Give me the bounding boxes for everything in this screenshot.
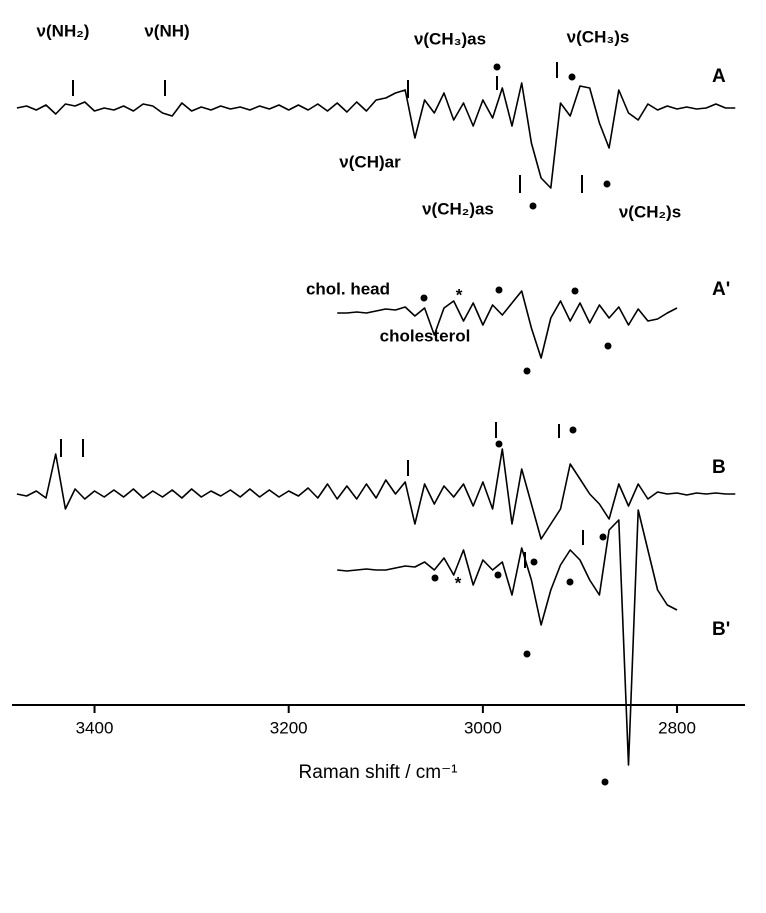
- annotation: ν(CH)ar: [339, 152, 401, 171]
- annotation: ν(CH₃)as: [414, 29, 486, 48]
- x-tick-label: 2800: [658, 718, 696, 737]
- annotation: cholesterol: [380, 326, 471, 345]
- x-axis-label: Raman shift / cm⁻¹: [299, 762, 458, 783]
- trace-label: A: [712, 66, 726, 87]
- x-tick-label: 3200: [270, 718, 308, 737]
- annotation: *: [455, 573, 462, 592]
- trace-label: A': [712, 279, 730, 300]
- annotation: ν(CH₃)s: [567, 27, 630, 46]
- annotation: ν(NH): [144, 21, 189, 40]
- spectrum-line: [16, 448, 736, 540]
- spectrum-line: [337, 290, 678, 359]
- markers: [60, 62, 612, 786]
- annotation: ν(CH₂)as: [422, 199, 494, 218]
- x-tick-label: 3400: [76, 718, 114, 737]
- annotation: *: [456, 285, 463, 304]
- trace-label: B': [712, 619, 730, 640]
- annotation: ν(NH₂): [37, 21, 90, 40]
- x-tick-label: 3000: [464, 718, 502, 737]
- annotation: chol. head: [306, 279, 390, 298]
- spectrum-line: [16, 82, 736, 189]
- trace-label: B: [712, 457, 726, 478]
- spectrum-line: [337, 509, 678, 766]
- annotation: ν(CH₂)s: [619, 202, 681, 221]
